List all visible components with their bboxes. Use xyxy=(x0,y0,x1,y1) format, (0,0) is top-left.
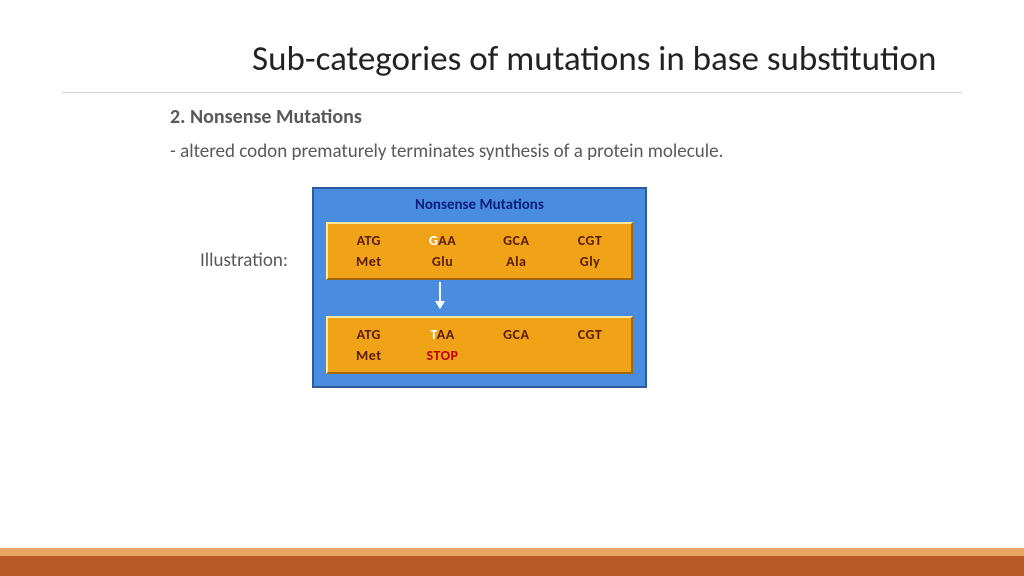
content-area: 2. Nonsense Mutations - altered codon pr… xyxy=(0,93,1024,388)
codon-cell: GAA xyxy=(406,232,480,249)
amino-cell: Ala xyxy=(479,253,553,270)
footer-accent-bottom xyxy=(0,556,1024,576)
codon-row: ATG GAA GCA CGT xyxy=(332,230,627,251)
codon-row: ATG TAA GCA CGT xyxy=(332,324,627,345)
amino-cell: Met xyxy=(332,347,406,364)
codon-cell: ATG xyxy=(332,326,406,343)
amino-row: Met Glu Ala Gly xyxy=(332,251,627,272)
codon-cell: GCA xyxy=(479,326,553,343)
footer-accent-top xyxy=(0,548,1024,556)
title-area: Sub-categories of mutations in base subs… xyxy=(62,0,962,93)
codon-cell: CGT xyxy=(553,232,627,249)
codon-cell: ATG xyxy=(332,232,406,249)
amino-cell: Glu xyxy=(406,253,480,270)
amino-cell: Met xyxy=(332,253,406,270)
amino-cell: Gly xyxy=(553,253,627,270)
arrow-gap xyxy=(326,280,633,316)
subheading: 2. Nonsense Mutations xyxy=(170,105,854,129)
amino-cell xyxy=(479,347,553,364)
amino-row: Met STOP xyxy=(332,345,627,366)
illustration-row: Illustration: Nonsense Mutations ATG GAA… xyxy=(170,187,854,388)
illustration-label: Illustration: xyxy=(200,249,288,272)
amino-cell xyxy=(553,347,627,364)
body-text: - altered codon prematurely terminates s… xyxy=(170,139,854,165)
codon-panel-after: ATG TAA GCA CGT Met STOP xyxy=(326,316,633,374)
codon-cell: TAA xyxy=(406,326,480,343)
arrow-down-icon xyxy=(439,282,441,308)
footer-bar xyxy=(0,548,1024,576)
codon-cell: CGT xyxy=(553,326,627,343)
codon-cell: GCA xyxy=(479,232,553,249)
mutation-diagram: Nonsense Mutations ATG GAA GCA CGT Met G… xyxy=(312,187,647,388)
amino-cell-stop: STOP xyxy=(406,347,480,364)
codon-panel-before: ATG GAA GCA CGT Met Glu Ala Gly xyxy=(326,222,633,280)
slide-title: Sub-categories of mutations in base subs… xyxy=(252,38,962,80)
diagram-title: Nonsense Mutations xyxy=(326,193,633,222)
